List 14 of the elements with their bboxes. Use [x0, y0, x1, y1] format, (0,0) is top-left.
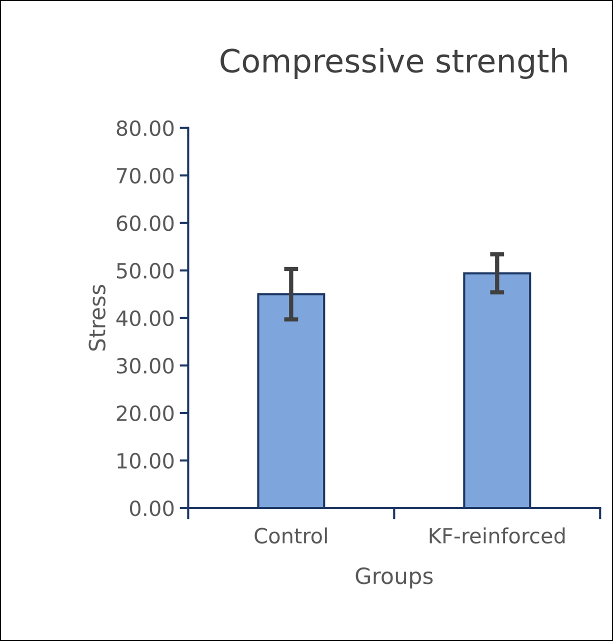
y-tick-label: 0.00 [130, 500, 174, 516]
y-tick-label: 10.00 [118, 452, 174, 469]
y-axis-title: Stress [88, 284, 106, 351]
chart-title: Compressive strength [220, 48, 567, 79]
y-tick-label: 80.00 [116, 120, 174, 136]
x-tick-label: KF-reinforced [430, 527, 565, 544]
x-axis-title: Groups [356, 567, 433, 589]
x-tick-label: Control [254, 527, 327, 544]
y-tick-label: 50.00 [116, 262, 174, 279]
y-tick-label: 40.00 [116, 310, 174, 326]
y-tick-label: 30.00 [116, 358, 174, 374]
y-tick-label: 60.00 [116, 215, 174, 232]
y-tick-label: 70.00 [117, 168, 174, 184]
y-tick-label: 20.00 [116, 405, 174, 422]
